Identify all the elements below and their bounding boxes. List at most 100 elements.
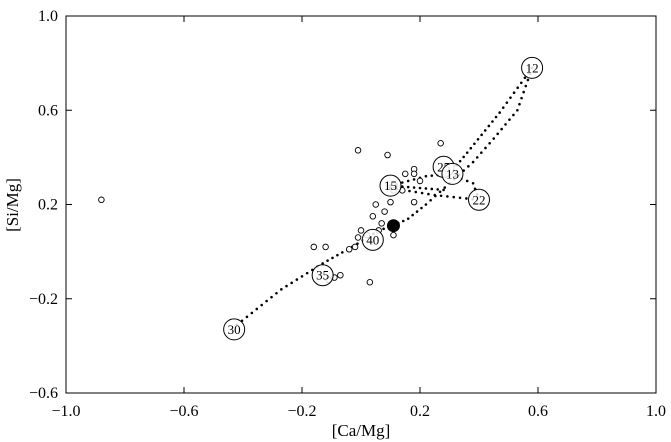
data-point (378, 220, 385, 227)
track-dot (526, 78, 530, 82)
data-point (390, 231, 397, 239)
labeled-point-circle (361, 228, 384, 251)
track-dot (265, 299, 268, 303)
track-dot (512, 113, 515, 117)
labeled-point-circle (468, 188, 490, 211)
track-dot (467, 165, 470, 168)
track-dot (418, 186, 422, 190)
x-tick-label: −0.6 (169, 403, 198, 420)
track-dot (452, 195, 456, 199)
track-dot (420, 191, 424, 195)
y-tick-label: 1.0 (38, 8, 58, 25)
track-dot (476, 138, 480, 141)
track-dot (443, 186, 447, 189)
track-dot (465, 197, 468, 200)
data-point (310, 243, 318, 251)
labeled-point-text: 15 (384, 178, 397, 193)
track-dot (406, 185, 410, 189)
track-dot (439, 194, 443, 198)
track-dot (382, 227, 385, 231)
track-dot (512, 91, 516, 95)
track-dot (406, 179, 410, 183)
track-dot (250, 311, 254, 315)
track-dot (496, 132, 499, 136)
data-point (410, 198, 418, 206)
track-dot (424, 174, 428, 178)
data-point (402, 170, 409, 178)
open-circle-points (98, 139, 444, 286)
track-dot (469, 146, 473, 150)
x-tick-label: 0.2 (410, 403, 430, 420)
data-point (381, 208, 388, 215)
y-tick-label: 0.6 (38, 102, 58, 119)
data-point (384, 151, 391, 159)
track-dot (436, 188, 440, 191)
track-dot (446, 195, 449, 198)
track-dot (509, 96, 512, 99)
track-dot (415, 210, 419, 213)
track-dot (442, 188, 445, 192)
filled-marker-points (386, 219, 400, 233)
labeled-point-circle (441, 162, 464, 185)
track-dot (471, 160, 475, 164)
track-dot (519, 81, 523, 85)
track-dot (500, 127, 503, 131)
data-point (98, 196, 105, 204)
track-dot (341, 251, 344, 254)
data-point (345, 246, 353, 253)
data-point (354, 147, 362, 154)
track-dot (518, 102, 521, 106)
track-dot (520, 96, 523, 100)
track-dot (488, 141, 491, 145)
track-dot (475, 156, 479, 159)
track-dot (275, 291, 278, 295)
track-dot (523, 76, 527, 80)
track-dot (424, 203, 428, 206)
track-dot (483, 129, 487, 132)
labeled-point-circle (379, 174, 402, 197)
track-dot (438, 190, 442, 194)
track-dot (524, 84, 528, 88)
labeled-point-circle (311, 264, 334, 287)
data-point (372, 201, 380, 208)
axis-tick-labels: −1.0 −0.6 −0.2 0.2 0.6 1.0−0.6−0.20.20.61.0 (29, 8, 666, 420)
data-point (337, 271, 344, 279)
track-dot (522, 90, 525, 94)
track-dot (484, 146, 487, 150)
track-dot (480, 151, 483, 154)
labeled-point-text: 12 (526, 60, 539, 75)
track-dot (433, 193, 437, 197)
track-dot (505, 101, 509, 104)
track-dot (321, 262, 324, 265)
track-dot (280, 288, 283, 291)
x-tick-label: −1.0 (51, 403, 80, 420)
track-dot (270, 295, 273, 299)
track-dot (290, 281, 293, 285)
data-point (351, 243, 359, 251)
track-dot (336, 253, 339, 257)
track-dot (471, 181, 475, 185)
labeled-point-text: 35 (316, 268, 329, 283)
track-dot (465, 179, 469, 183)
track-dot (462, 155, 465, 159)
track-dot (331, 256, 334, 260)
data-point (416, 177, 424, 185)
data-point (437, 139, 444, 147)
labeled-point-text: 40 (366, 232, 379, 247)
data-point (354, 234, 362, 241)
track-dot (401, 181, 404, 184)
y-tick-label: −0.6 (29, 385, 58, 402)
track-dot (255, 307, 259, 311)
data-point (366, 279, 374, 286)
track-dot (508, 118, 511, 121)
track-dot (326, 259, 329, 262)
x-tick-label: −0.2 (287, 403, 316, 420)
track-dot (406, 217, 410, 220)
track-dot (465, 151, 469, 154)
track-dot (504, 123, 507, 126)
track-dot (427, 192, 430, 196)
track-dot (245, 315, 249, 319)
track-dot (408, 189, 411, 193)
track-dot (429, 198, 432, 202)
